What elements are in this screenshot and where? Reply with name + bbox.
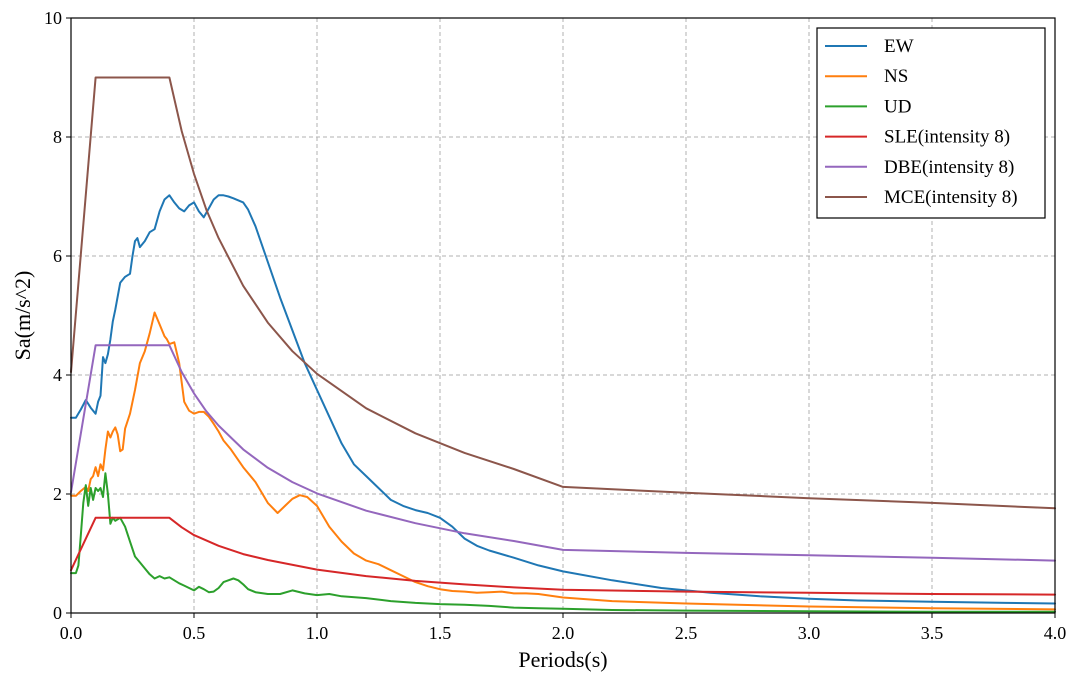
series-line-dbe-intensity-8 [70,344,1056,562]
series-line-mce-intensity-8 [70,76,1056,510]
y-tick-label: 2 [53,484,62,504]
x-tick-label: 3.0 [798,623,821,643]
legend-label-sle-intensity-8: SLE(intensity 8) [884,127,1010,148]
y-tick-label: 4 [53,365,62,385]
legend-label-ud: UD [884,96,911,117]
x-tick-label: 2.0 [552,623,575,643]
legend-box [816,27,1046,219]
series-lines [70,76,1056,613]
y-tick-label: 0 [53,603,62,623]
y-tick-label: 6 [53,246,62,266]
legend-label-ew: EW [884,36,914,57]
x-tick-label: 2.5 [675,623,698,643]
y-tick-label: 10 [44,8,62,28]
series-line-ns [70,311,1056,611]
y-axis-title: Sa(m/s^2) [10,271,35,361]
x-tick-label: 0.5 [183,623,206,643]
legend-label-ns: NS [884,66,908,87]
x-tick-label: 1.0 [306,623,329,643]
x-axis-title: Periods(s) [518,647,607,672]
x-tick-label: 1.5 [429,623,452,643]
y-tick-label: 8 [53,127,62,147]
x-tick-label: 3.5 [921,623,944,643]
axis-ticks: 0.0 0.5 1.0 1.5 2.0 2.5 3.0 3.5 4.0 0 2 4 6 8 10 [44,8,1066,643]
legend-label-dbe-intensity-8: DBE(intensity 8) [884,157,1014,178]
x-tick-label: 4.0 [1044,623,1067,643]
legend-label-mce-intensity-8: MCE(intensity 8) [884,187,1018,208]
legend: EW NS UD SLE(intensity 8) DBE(intensity 8) MC… [816,27,1046,219]
series-line-sle-intensity-8 [70,516,1056,596]
x-tick-label: 0.0 [60,623,83,643]
series-line-ud [70,472,1056,613]
series-line-ew [70,194,1056,605]
